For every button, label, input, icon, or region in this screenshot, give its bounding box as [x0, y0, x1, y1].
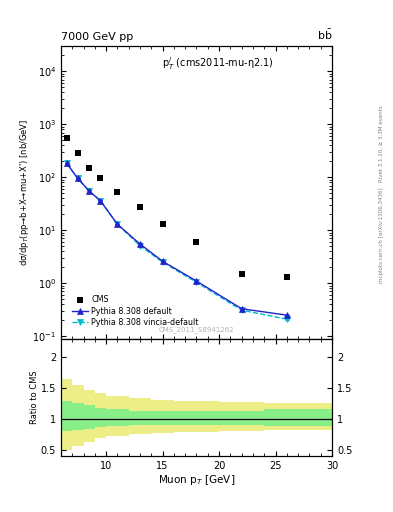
Pythia 8.308 default: [194, 278, 199, 284]
CMS: [138, 204, 142, 210]
Line: CMS: CMS: [63, 135, 290, 281]
Line: Pythia 8.308 default: Pythia 8.308 default: [64, 160, 290, 318]
Pythia 8.308 default: [160, 258, 165, 264]
Text: Rivet 3.1.10, ≥ 3.3M events: Rivet 3.1.10, ≥ 3.3M events: [379, 105, 384, 182]
CMS: [239, 271, 244, 277]
CMS: [98, 176, 103, 182]
Pythia 8.308 vincia-default: [285, 316, 289, 322]
CMS: [285, 274, 289, 280]
CMS: [115, 189, 120, 196]
CMS: [64, 135, 69, 141]
Legend: CMS, Pythia 8.308 default, Pythia 8.308 vincia-default: CMS, Pythia 8.308 default, Pythia 8.308 …: [70, 294, 200, 329]
Text: CMS_2011_S8941262: CMS_2011_S8941262: [159, 326, 234, 333]
Pythia 8.308 default: [239, 306, 244, 312]
Pythia 8.308 vincia-default: [75, 176, 80, 182]
CMS: [194, 239, 199, 245]
Pythia 8.308 default: [87, 188, 92, 194]
Y-axis label: dσ/dp$_{T}$(pp→b+X→mu+X') [nb/GeV]: dσ/dp$_{T}$(pp→b+X→mu+X') [nb/GeV]: [18, 119, 31, 266]
Pythia 8.308 default: [115, 221, 120, 227]
Pythia 8.308 vincia-default: [98, 198, 103, 204]
Pythia 8.308 vincia-default: [115, 221, 120, 227]
Text: p$^{l}_{T}$ (cms2011-mu-η2.1): p$^{l}_{T}$ (cms2011-mu-η2.1): [162, 55, 274, 72]
Pythia 8.308 vincia-default: [64, 160, 69, 166]
Text: mcplots.cern.ch [arXiv:1306.3436]: mcplots.cern.ch [arXiv:1306.3436]: [379, 188, 384, 283]
Line: Pythia 8.308 vincia-default: Pythia 8.308 vincia-default: [64, 160, 290, 322]
Pythia 8.308 vincia-default: [194, 279, 199, 285]
CMS: [87, 165, 92, 171]
Y-axis label: Ratio to CMS: Ratio to CMS: [30, 370, 39, 424]
Text: 7000 GeV pp: 7000 GeV pp: [61, 32, 133, 41]
Pythia 8.308 default: [75, 176, 80, 182]
X-axis label: Muon p$_{T}$ [GeV]: Muon p$_{T}$ [GeV]: [158, 473, 235, 487]
Pythia 8.308 vincia-default: [138, 243, 142, 249]
Pythia 8.308 vincia-default: [239, 307, 244, 313]
Pythia 8.308 default: [285, 312, 289, 318]
Pythia 8.308 vincia-default: [87, 188, 92, 194]
Pythia 8.308 default: [98, 198, 103, 204]
CMS: [75, 150, 80, 156]
Pythia 8.308 default: [64, 160, 69, 166]
Text: b$\bar{\rm b}$: b$\bar{\rm b}$: [317, 28, 332, 41]
Pythia 8.308 vincia-default: [160, 259, 165, 265]
CMS: [160, 221, 165, 227]
Pythia 8.308 default: [138, 241, 142, 247]
